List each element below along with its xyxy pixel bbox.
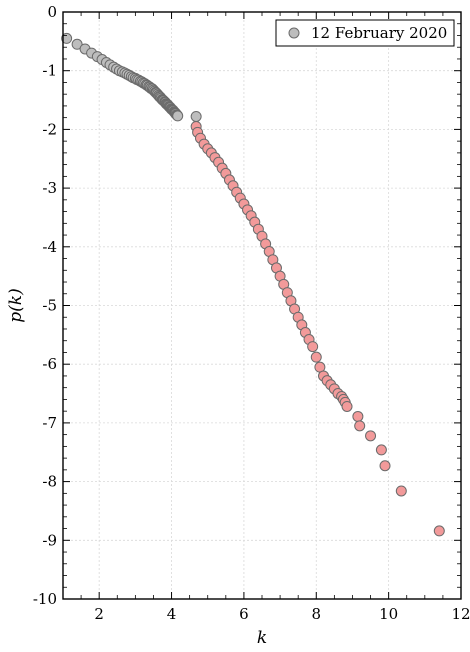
data-point	[433, 525, 445, 537]
plot-frame	[62, 11, 462, 600]
data-point	[310, 351, 322, 363]
data-point	[365, 430, 377, 442]
data-point	[61, 32, 73, 44]
x-tick-label: 4	[167, 605, 177, 623]
data-point	[352, 410, 364, 422]
legend-marker	[288, 27, 300, 39]
y-tick-label: -10	[33, 590, 57, 608]
data-point	[172, 110, 184, 122]
x-tick-label: 10	[379, 605, 398, 623]
y-tick-label: -1	[42, 62, 57, 80]
y-tick-label: -8	[42, 473, 57, 491]
y-tick-label: -3	[42, 179, 57, 197]
data-point	[395, 485, 407, 497]
legend: 12 February 2020	[275, 19, 455, 47]
tick-labels: 2 4 6 8 10 12 0 -1 -2 -3 -4 -5 -6 -7 -8 -9 -10	[33, 3, 470, 623]
axis-ticks	[62, 11, 462, 600]
legend-label: 12 February 2020	[311, 24, 447, 42]
y-tick-label: -4	[42, 238, 57, 256]
data-point	[354, 420, 366, 432]
x-tick-label: 12	[451, 605, 470, 623]
data-point	[341, 400, 353, 412]
data-point	[71, 38, 83, 50]
data-point	[379, 460, 391, 472]
x-tick-label: 8	[311, 605, 321, 623]
y-tick-label: -7	[42, 414, 57, 432]
data-points	[61, 32, 445, 537]
x-tick-label: 2	[94, 605, 104, 623]
y-tick-label: -6	[42, 355, 57, 373]
y-tick-label: 0	[47, 3, 57, 21]
y-tick-label: -9	[42, 531, 57, 549]
y-tick-label: -5	[42, 297, 57, 315]
data-point	[375, 444, 387, 456]
legend-box	[275, 19, 455, 47]
data-point	[307, 341, 319, 353]
x-tick-label: 6	[239, 605, 249, 623]
y-axis-label: p(k)	[6, 288, 26, 322]
y-tick-label: -2	[42, 120, 57, 138]
grid-lines	[63, 11, 462, 600]
x-axis-label: k	[257, 628, 267, 648]
data-point	[190, 110, 202, 122]
